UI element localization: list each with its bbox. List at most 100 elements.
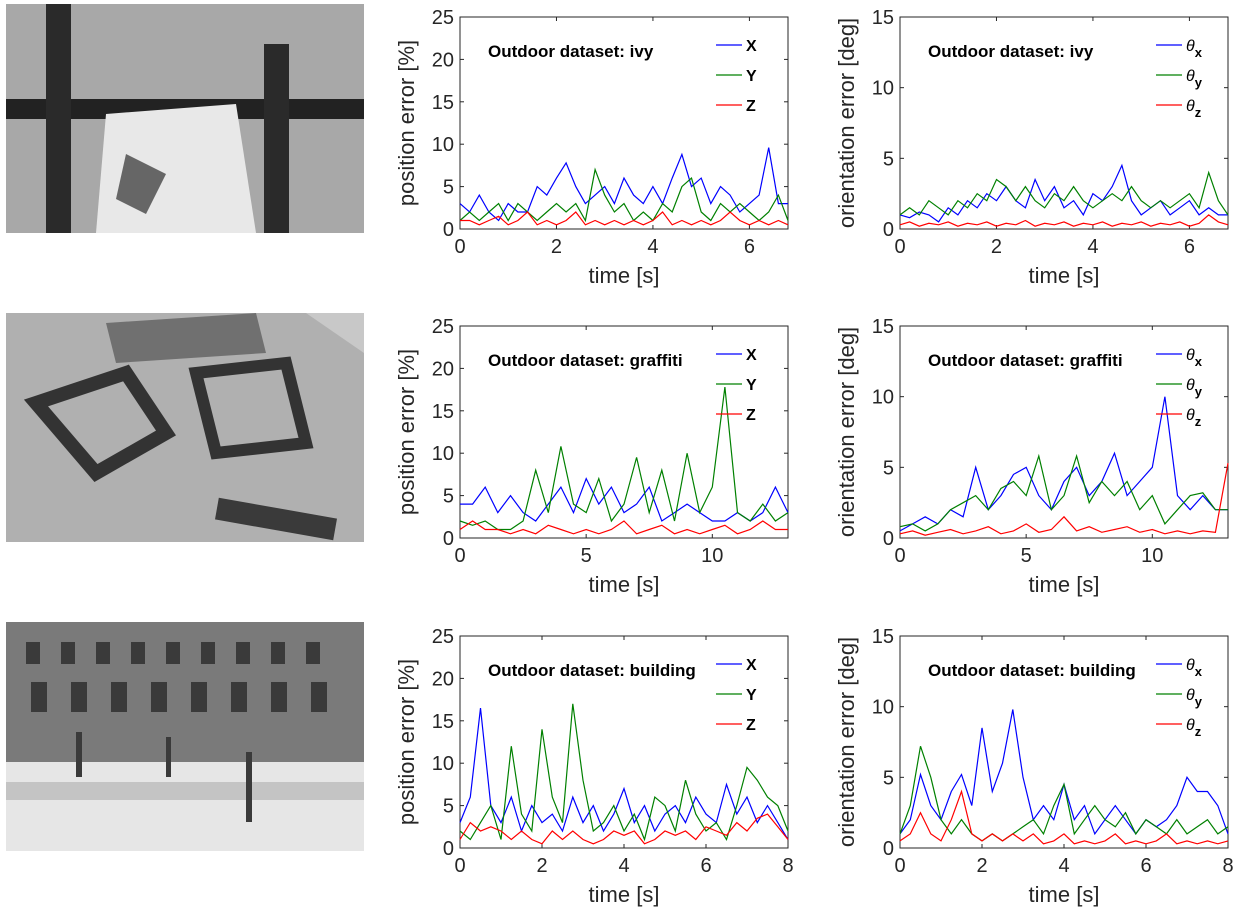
y-tick-label: 0 <box>443 838 454 860</box>
y-tick-label: 20 <box>432 358 454 380</box>
series-line-Y <box>459 703 789 842</box>
x-tick-label: 0 <box>454 236 465 258</box>
y-tick-label: 15 <box>872 7 894 29</box>
legend-label: X <box>746 347 757 364</box>
y-axis-label: orientation error [deg] <box>834 637 859 847</box>
chart-svg: 0 5 10 15 20 25 0 2 4 6 8 time [s] position error [%… <box>394 626 794 907</box>
x-axis-label: time [s] <box>1029 263 1100 288</box>
chart-title: Outdoor dataset: graffiti <box>928 351 1123 370</box>
chart-title: Outdoor dataset: building <box>488 661 696 680</box>
y-tick-label: 5 <box>883 767 894 789</box>
ivy-orientation-chart: 0 5 10 15 0 2 4 6 time [s] orientation error [deg… <box>818 0 1243 305</box>
y-tick-label: 10 <box>432 134 454 156</box>
x-tick-label: 2 <box>536 855 547 877</box>
y-tick-label: 10 <box>432 753 454 775</box>
chart-title: Outdoor dataset: ivy <box>488 42 654 61</box>
x-axis-label: time [s] <box>1029 882 1100 907</box>
building-photo <box>6 622 364 851</box>
x-tick-label: 0 <box>894 855 905 877</box>
chart-title: Outdoor dataset: ivy <box>928 42 1094 61</box>
legend-label: Z <box>746 98 756 115</box>
plot-frame <box>899 16 1229 230</box>
x-tick-label: 2 <box>991 236 1002 258</box>
x-tick-label: 0 <box>894 545 905 567</box>
y-axis-label: orientation error [deg] <box>834 327 859 537</box>
legend-label: Z <box>746 717 756 734</box>
y-axis-label: position error [%] <box>394 40 419 206</box>
legend-label: X <box>746 657 757 674</box>
y-axis-label: orientation error [deg] <box>834 18 859 228</box>
legend-label: Y <box>746 377 757 394</box>
y-tick-label: 15 <box>872 626 894 648</box>
plot-frame <box>459 16 789 230</box>
chart-title: Outdoor dataset: building <box>928 661 1136 680</box>
x-tick-label: 6 <box>700 855 711 877</box>
x-tick-label: 4 <box>647 236 658 258</box>
x-tick-label: 0 <box>894 236 905 258</box>
x-tick-label: 6 <box>1140 855 1151 877</box>
legend-label: Z <box>746 407 756 424</box>
series-line-θz <box>899 214 1229 227</box>
legend-label: θx <box>1186 657 1203 679</box>
y-tick-label: 0 <box>443 219 454 241</box>
graffiti-photo <box>6 313 364 542</box>
legend-label: θz <box>1186 98 1202 120</box>
y-tick-label: 25 <box>432 316 454 338</box>
chart-title: Outdoor dataset: graffiti <box>488 351 683 370</box>
x-tick-label: 6 <box>744 236 755 258</box>
series-line-θx <box>899 396 1228 532</box>
series-line-θz <box>899 789 1229 845</box>
legend-label: X <box>746 38 757 55</box>
y-tick-label: 10 <box>432 443 454 465</box>
x-axis-label: time [s] <box>589 263 660 288</box>
series-line-Z <box>459 813 789 845</box>
y-tick-label: 15 <box>432 92 454 114</box>
y-tick-label: 5 <box>883 457 894 479</box>
graffiti-position-chart: 0 5 10 15 20 25 0 5 10 time [s] position error [%]… <box>378 309 803 614</box>
y-tick-label: 10 <box>872 697 894 719</box>
x-axis-label: time [s] <box>589 882 660 907</box>
plot-frame <box>459 325 789 539</box>
y-tick-label: 20 <box>432 668 454 690</box>
ivy-photo <box>6 4 364 233</box>
y-axis-label: position error [%] <box>394 349 419 515</box>
series-line-θy <box>899 453 1228 532</box>
y-tick-label: 15 <box>432 711 454 733</box>
legend-label: θy <box>1186 377 1203 399</box>
chart-svg: 0 5 10 15 20 25 0 2 4 6 time [s] position error [%]… <box>394 7 789 288</box>
series-line-Y <box>459 387 789 531</box>
building-orientation-chart: 0 5 10 15 0 2 4 6 8 time [s] orientation error [de… <box>818 619 1243 924</box>
series-line-X <box>459 147 788 222</box>
series-line-Z <box>459 520 788 535</box>
x-tick-label: 0 <box>454 855 465 877</box>
x-tick-label: 10 <box>701 545 723 567</box>
y-tick-label: 5 <box>883 148 894 170</box>
series-line-θy <box>899 170 1229 216</box>
y-tick-label: 25 <box>432 626 454 648</box>
legend-label: θy <box>1186 68 1203 90</box>
series-line-Z <box>460 211 789 226</box>
y-tick-label: 0 <box>443 528 454 550</box>
x-tick-label: 4 <box>618 855 629 877</box>
x-tick-label: 5 <box>1021 545 1032 567</box>
x-tick-label: 0 <box>454 545 465 567</box>
legend-label: θx <box>1186 347 1203 369</box>
x-tick-label: 2 <box>976 855 987 877</box>
building-position-chart: 0 5 10 15 20 25 0 2 4 6 8 time [s] position error [%… <box>378 619 803 924</box>
y-tick-label: 15 <box>432 401 454 423</box>
x-tick-label: 4 <box>1058 855 1069 877</box>
y-tick-label: 0 <box>883 838 894 860</box>
chart-svg: 0 5 10 15 0 2 4 6 8 time [s] orientation error [de… <box>834 626 1234 907</box>
legend-label: θz <box>1186 717 1202 739</box>
series-line-X <box>459 708 789 840</box>
chart-svg: 0 5 10 15 0 5 10 time [s] orientation error [deg… <box>834 316 1229 597</box>
y-tick-label: 20 <box>432 49 454 71</box>
legend-label: θx <box>1186 38 1203 60</box>
plot-frame <box>899 325 1229 539</box>
legend-label: Y <box>746 68 757 85</box>
x-tick-label: 6 <box>1184 236 1195 258</box>
graffiti-orientation-chart: 0 5 10 15 0 5 10 time [s] orientation error [deg… <box>818 309 1243 614</box>
series-line-Y <box>459 167 789 223</box>
y-tick-label: 5 <box>443 486 454 508</box>
x-axis-label: time [s] <box>1029 572 1100 597</box>
